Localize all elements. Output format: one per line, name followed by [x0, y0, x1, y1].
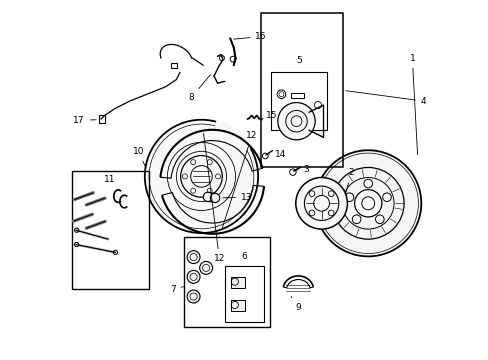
Text: 12: 12	[203, 133, 224, 264]
Text: 2: 2	[345, 168, 353, 193]
Bar	[271, 72, 326, 130]
Text: 16: 16	[233, 32, 266, 41]
Text: 12: 12	[222, 131, 257, 229]
Text: 4: 4	[345, 91, 426, 105]
Text: 13: 13	[223, 193, 252, 202]
Circle shape	[187, 270, 200, 283]
Circle shape	[314, 150, 421, 256]
Bar	[290, 107, 303, 113]
Circle shape	[144, 120, 258, 233]
Circle shape	[210, 193, 219, 203]
Bar	[183, 237, 269, 327]
Bar	[230, 276, 244, 288]
Text: 14: 14	[268, 150, 286, 159]
Circle shape	[345, 193, 353, 202]
Circle shape	[199, 261, 212, 274]
Circle shape	[375, 215, 384, 224]
Text: 15: 15	[261, 111, 277, 120]
Text: 1: 1	[408, 54, 417, 155]
Bar	[72, 171, 148, 289]
Circle shape	[203, 192, 212, 202]
Bar	[290, 93, 303, 98]
Text: 9: 9	[290, 297, 301, 312]
Text: 5: 5	[296, 56, 302, 65]
Bar	[260, 13, 343, 167]
Bar	[230, 300, 244, 311]
Circle shape	[277, 103, 314, 140]
Circle shape	[363, 179, 372, 188]
Text: 6: 6	[241, 252, 247, 261]
Circle shape	[361, 197, 374, 210]
Text: 3: 3	[297, 166, 309, 175]
Circle shape	[187, 290, 200, 303]
Text: 8: 8	[188, 75, 210, 102]
Circle shape	[382, 193, 390, 202]
Circle shape	[354, 190, 381, 217]
Text: 17: 17	[73, 116, 96, 125]
Bar	[99, 116, 104, 123]
Text: 11: 11	[104, 175, 116, 184]
Text: 10: 10	[132, 147, 145, 167]
Circle shape	[295, 177, 346, 229]
Text: 7: 7	[169, 285, 183, 294]
Circle shape	[187, 251, 200, 264]
Circle shape	[351, 215, 360, 224]
Bar	[224, 266, 264, 321]
Bar	[171, 63, 177, 68]
